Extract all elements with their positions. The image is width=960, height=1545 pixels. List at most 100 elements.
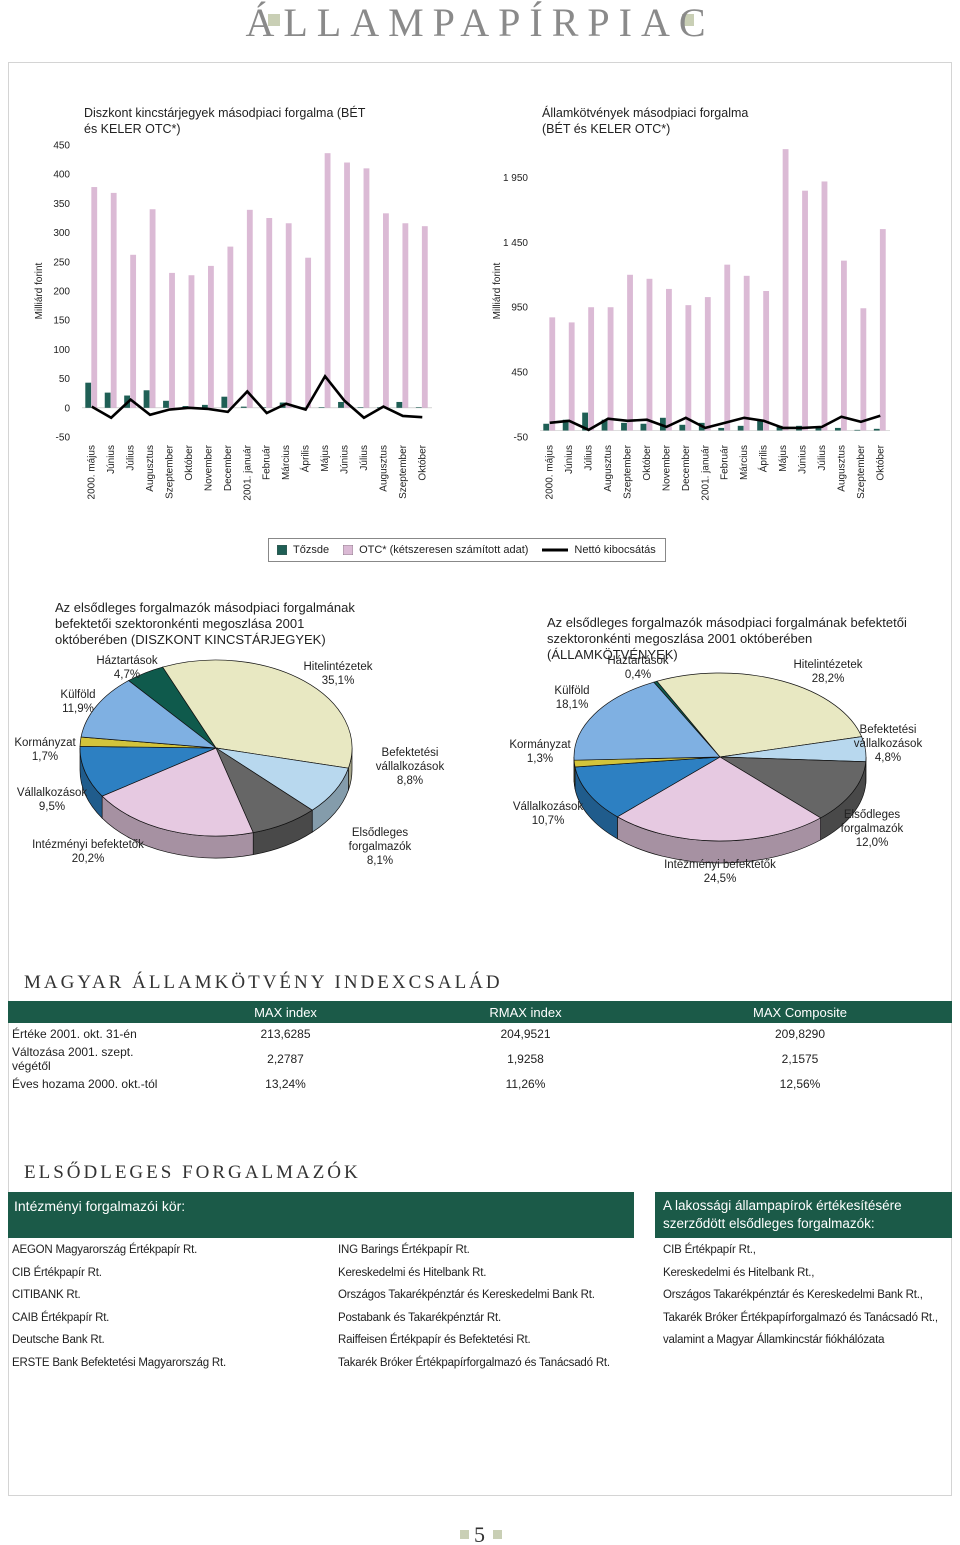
bar — [860, 308, 867, 431]
dealer-name: Kereskedelmi és Hitelbank Rt., — [663, 1266, 815, 1279]
table-cell: 2,2787 — [267, 1052, 304, 1066]
legend: Tőzsde OTC* (kétszeresen számított adat) N… — [268, 538, 666, 562]
pie-slice — [718, 756, 867, 819]
bar — [737, 425, 744, 431]
bar — [338, 401, 344, 408]
x-tick-label: Május — [778, 445, 789, 472]
bar — [221, 396, 228, 408]
pie-label: Intézményi befektetők 24,5% — [650, 858, 790, 886]
pie-label: Vállalkozások 10,7% — [498, 800, 598, 828]
bar — [782, 149, 789, 431]
dealer-name: CAIB Értékpapír Rt. — [12, 1311, 110, 1324]
bar — [402, 223, 409, 408]
dealer-name: CITIBANK Rt. — [12, 1289, 81, 1301]
bar — [344, 162, 350, 408]
bar — [621, 422, 627, 431]
pie-label: Hitelintézetek 28,2% — [778, 658, 878, 686]
x-tick-label: Október — [875, 444, 886, 480]
dealer-list: CIB Értékpapír Rt., Kereskedelmi és Hitel… — [663, 1239, 938, 1352]
y-tick-label: 1 950 — [503, 173, 528, 184]
bar — [568, 322, 575, 431]
chart-title: Államkötvények másodpiaci forgalma (BÉT … — [542, 106, 749, 136]
x-tick-label: Július — [359, 445, 370, 471]
bar — [582, 412, 589, 431]
pie-label: Elsődleges forgalmazók 8,1% — [345, 826, 415, 868]
chart-title: Az elsődleges forgalmazók másodpiaci for… — [55, 600, 355, 647]
bar — [776, 425, 783, 431]
pie-label-value: 18,1% — [555, 699, 589, 711]
x-tick-label: November — [661, 444, 672, 491]
y-tick-label: 300 — [53, 228, 70, 239]
bar — [588, 307, 595, 431]
pie-label-name: Külföld — [554, 685, 590, 697]
bar — [363, 168, 370, 408]
dealer-name: Országos Takarékpénztár és Kereskedelmi … — [338, 1289, 595, 1301]
pie-label-value: 8,1% — [366, 855, 394, 867]
legend-label: Nettó kibocsátás — [574, 544, 656, 556]
pie-label-name: Külföld — [60, 689, 96, 701]
bar — [396, 401, 403, 408]
bar — [704, 297, 711, 431]
pie-label-name: Elsődleges forgalmazók — [840, 809, 904, 835]
bar — [246, 209, 253, 408]
x-tick-label: Szeptember — [398, 444, 409, 499]
pie-label-name: Befektetési vállalkozások — [375, 747, 445, 773]
x-tick-label: Október — [417, 444, 428, 480]
x-tick-label: Szeptember — [856, 444, 867, 499]
x-tick-label: Február — [262, 444, 273, 480]
pie-label: Háztartások 0,4% — [593, 654, 683, 682]
pie-slice — [573, 681, 721, 761]
pie-label: Intézményi befektetők 20,2% — [18, 838, 158, 866]
line — [91, 373, 423, 420]
bar — [357, 407, 364, 408]
legend-swatch — [277, 545, 287, 555]
pie-label: Befektetési vállalkozások 4,8% — [838, 723, 938, 765]
bar — [201, 404, 208, 408]
bar — [607, 307, 614, 431]
line — [549, 414, 881, 432]
table-corner — [8, 1001, 168, 1023]
pie-label-value: 28,2% — [811, 673, 845, 685]
index-table: MAX index RMAX index MAX Composite Értéke 2… — [8, 1001, 952, 1095]
bar — [879, 229, 886, 431]
pie-label-name: Vállalkozások — [512, 801, 584, 813]
chart-title: Diszkont kincstárjegyek másodpiaci forga… — [84, 106, 366, 136]
bar — [757, 419, 764, 431]
x-tick-label: Július — [584, 445, 595, 471]
legend-item: Nettó kibocsátás — [542, 544, 656, 556]
y-tick-label: 450 — [53, 141, 70, 152]
x-tick-label: Március — [281, 445, 292, 480]
pie-label: Befektetési vállalkozások 8,8% — [370, 746, 450, 788]
dealer-name: ERSTE Bank Befektetési Magyarország Rt. — [12, 1356, 226, 1369]
y-tick-label: 0 — [64, 403, 70, 414]
bar — [549, 317, 556, 431]
pie-label-value: 1,7% — [31, 751, 59, 763]
charts: Milliárd forint -50 0 50 100 150 200 250 300 350 4… — [34, 141, 890, 864]
dealer-name: AEGON Magyarország Értékpapír Rt. — [12, 1244, 198, 1256]
table-cell: 12,56% — [779, 1077, 821, 1091]
legend-label: Tőzsde — [293, 544, 330, 556]
pie-label-name: Hitelintézetek — [793, 659, 863, 671]
page-title: ÁLLAMPAPÍRPIAC — [245, 0, 715, 45]
x-tick-label: Augusztus — [603, 445, 614, 492]
dealer-name: Deutsche Bank Rt. — [12, 1334, 105, 1346]
y-axis-label: Milliárd forint — [492, 262, 503, 319]
column-header: MAX index — [254, 1004, 317, 1020]
pie-label-value: 4,8% — [874, 752, 902, 764]
page-number: 5 — [474, 1522, 485, 1545]
decor-square — [682, 14, 694, 26]
bar — [208, 265, 214, 408]
x-tick-label: Július — [126, 445, 137, 471]
dealer-name: Postabank és Takarékpénztár Rt. — [338, 1311, 501, 1324]
bar — [666, 288, 672, 431]
pie-slice — [79, 746, 217, 797]
x-tick-label: Szeptember — [623, 444, 634, 499]
bar — [562, 419, 569, 431]
table-cell: 213,6285 — [260, 1027, 311, 1041]
bar — [724, 264, 731, 431]
bar — [143, 390, 150, 408]
pie-label-value: 35,1% — [321, 675, 355, 687]
legend-item: Tőzsde — [277, 544, 329, 556]
bar — [543, 423, 550, 431]
pie-label-name: Háztartások — [607, 655, 669, 667]
